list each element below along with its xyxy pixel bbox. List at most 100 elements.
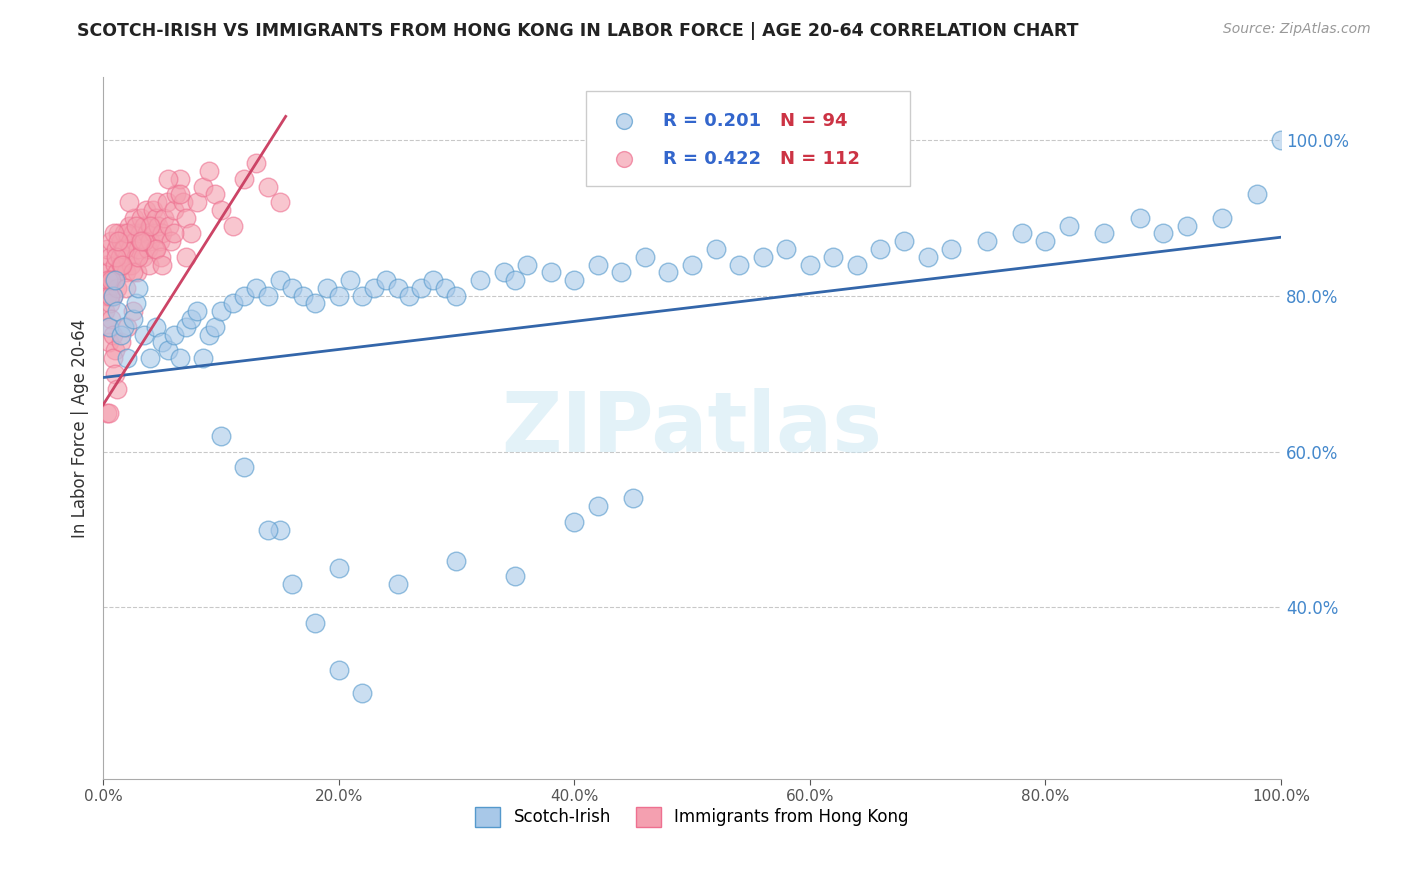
Point (1092, 227, 1115, 241)
Point (328, 663, 350, 677)
Point (221, 296, 243, 310)
Point (135, 202, 157, 217)
Point (304, 615, 326, 630)
Point (1175, 219, 1198, 233)
Point (134, 327, 156, 342)
Point (160, 234, 183, 248)
Point (117, 234, 139, 248)
Point (121, 265, 143, 279)
Point (165, 187, 187, 202)
Point (121, 312, 143, 326)
Point (728, 258, 751, 272)
Point (112, 242, 135, 256)
Point (100, 273, 122, 287)
Point (257, 288, 280, 302)
Point (174, 319, 197, 334)
Point (775, 242, 797, 256)
Point (105, 242, 128, 256)
Point (108, 250, 131, 264)
Point (145, 242, 167, 256)
Point (98, 335, 121, 350)
Point (112, 319, 135, 334)
Point (139, 219, 162, 233)
Point (139, 234, 162, 248)
Point (180, 312, 202, 326)
Point (129, 234, 152, 248)
Point (105, 304, 128, 318)
Point (180, 227, 202, 241)
Point (233, 288, 256, 302)
Point (100, 312, 122, 326)
Point (269, 523, 291, 537)
Point (111, 258, 134, 272)
Point (198, 327, 221, 342)
Point (1129, 211, 1152, 225)
Point (156, 171, 179, 186)
Y-axis label: In Labor Force | Age 20-64: In Labor Force | Age 20-64 (72, 318, 89, 538)
Point (204, 187, 226, 202)
Point (104, 273, 127, 287)
Point (186, 195, 208, 210)
Point (245, 156, 267, 170)
Point (145, 211, 167, 225)
Point (100, 234, 122, 248)
Point (586, 499, 609, 513)
Point (114, 281, 136, 295)
Point (292, 288, 315, 302)
Point (97, 265, 120, 279)
Point (433, 281, 456, 295)
Point (124, 234, 146, 248)
Point (97, 319, 120, 334)
Point (398, 288, 420, 302)
FancyBboxPatch shape (586, 92, 910, 186)
Point (174, 211, 197, 225)
Point (751, 250, 773, 264)
Text: SCOTCH-IRISH VS IMMIGRANTS FROM HONG KONG IN LABOR FORCE | AGE 20-64 CORRELATION: SCOTCH-IRISH VS IMMIGRANTS FROM HONG KON… (77, 22, 1078, 40)
Point (1211, 211, 1233, 225)
Point (110, 335, 132, 350)
Point (845, 258, 868, 272)
Point (492, 265, 515, 279)
Point (101, 288, 124, 302)
Point (328, 561, 350, 575)
Point (562, 515, 585, 529)
Point (127, 265, 149, 279)
Point (98, 406, 121, 420)
Text: R = 0.201: R = 0.201 (662, 112, 761, 130)
Point (104, 258, 127, 272)
Text: R = 0.422: R = 0.422 (662, 150, 761, 168)
Point (621, 491, 644, 506)
Point (269, 195, 291, 210)
Point (363, 281, 385, 295)
Point (131, 234, 153, 248)
Point (1011, 227, 1033, 241)
Point (115, 319, 138, 334)
Point (98, 281, 121, 295)
Point (135, 227, 157, 241)
Point (125, 250, 148, 264)
Point (150, 335, 173, 350)
Point (149, 250, 172, 264)
Point (204, 319, 226, 334)
Point (169, 187, 191, 202)
Point (103, 227, 125, 241)
Point (118, 195, 141, 210)
Point (105, 281, 128, 295)
Point (112, 227, 135, 241)
Point (387, 281, 409, 295)
Point (125, 219, 148, 233)
Point (111, 258, 134, 272)
Point (613, 181, 636, 195)
Point (125, 296, 148, 310)
Point (105, 265, 128, 279)
Point (94, 258, 117, 272)
Point (110, 327, 132, 342)
Point (141, 219, 163, 233)
Text: Source: ZipAtlas.com: Source: ZipAtlas.com (1223, 22, 1371, 37)
Point (121, 304, 143, 318)
Point (115, 250, 138, 264)
Point (115, 227, 138, 241)
Point (941, 242, 963, 256)
Point (446, 554, 468, 568)
Point (893, 234, 915, 248)
